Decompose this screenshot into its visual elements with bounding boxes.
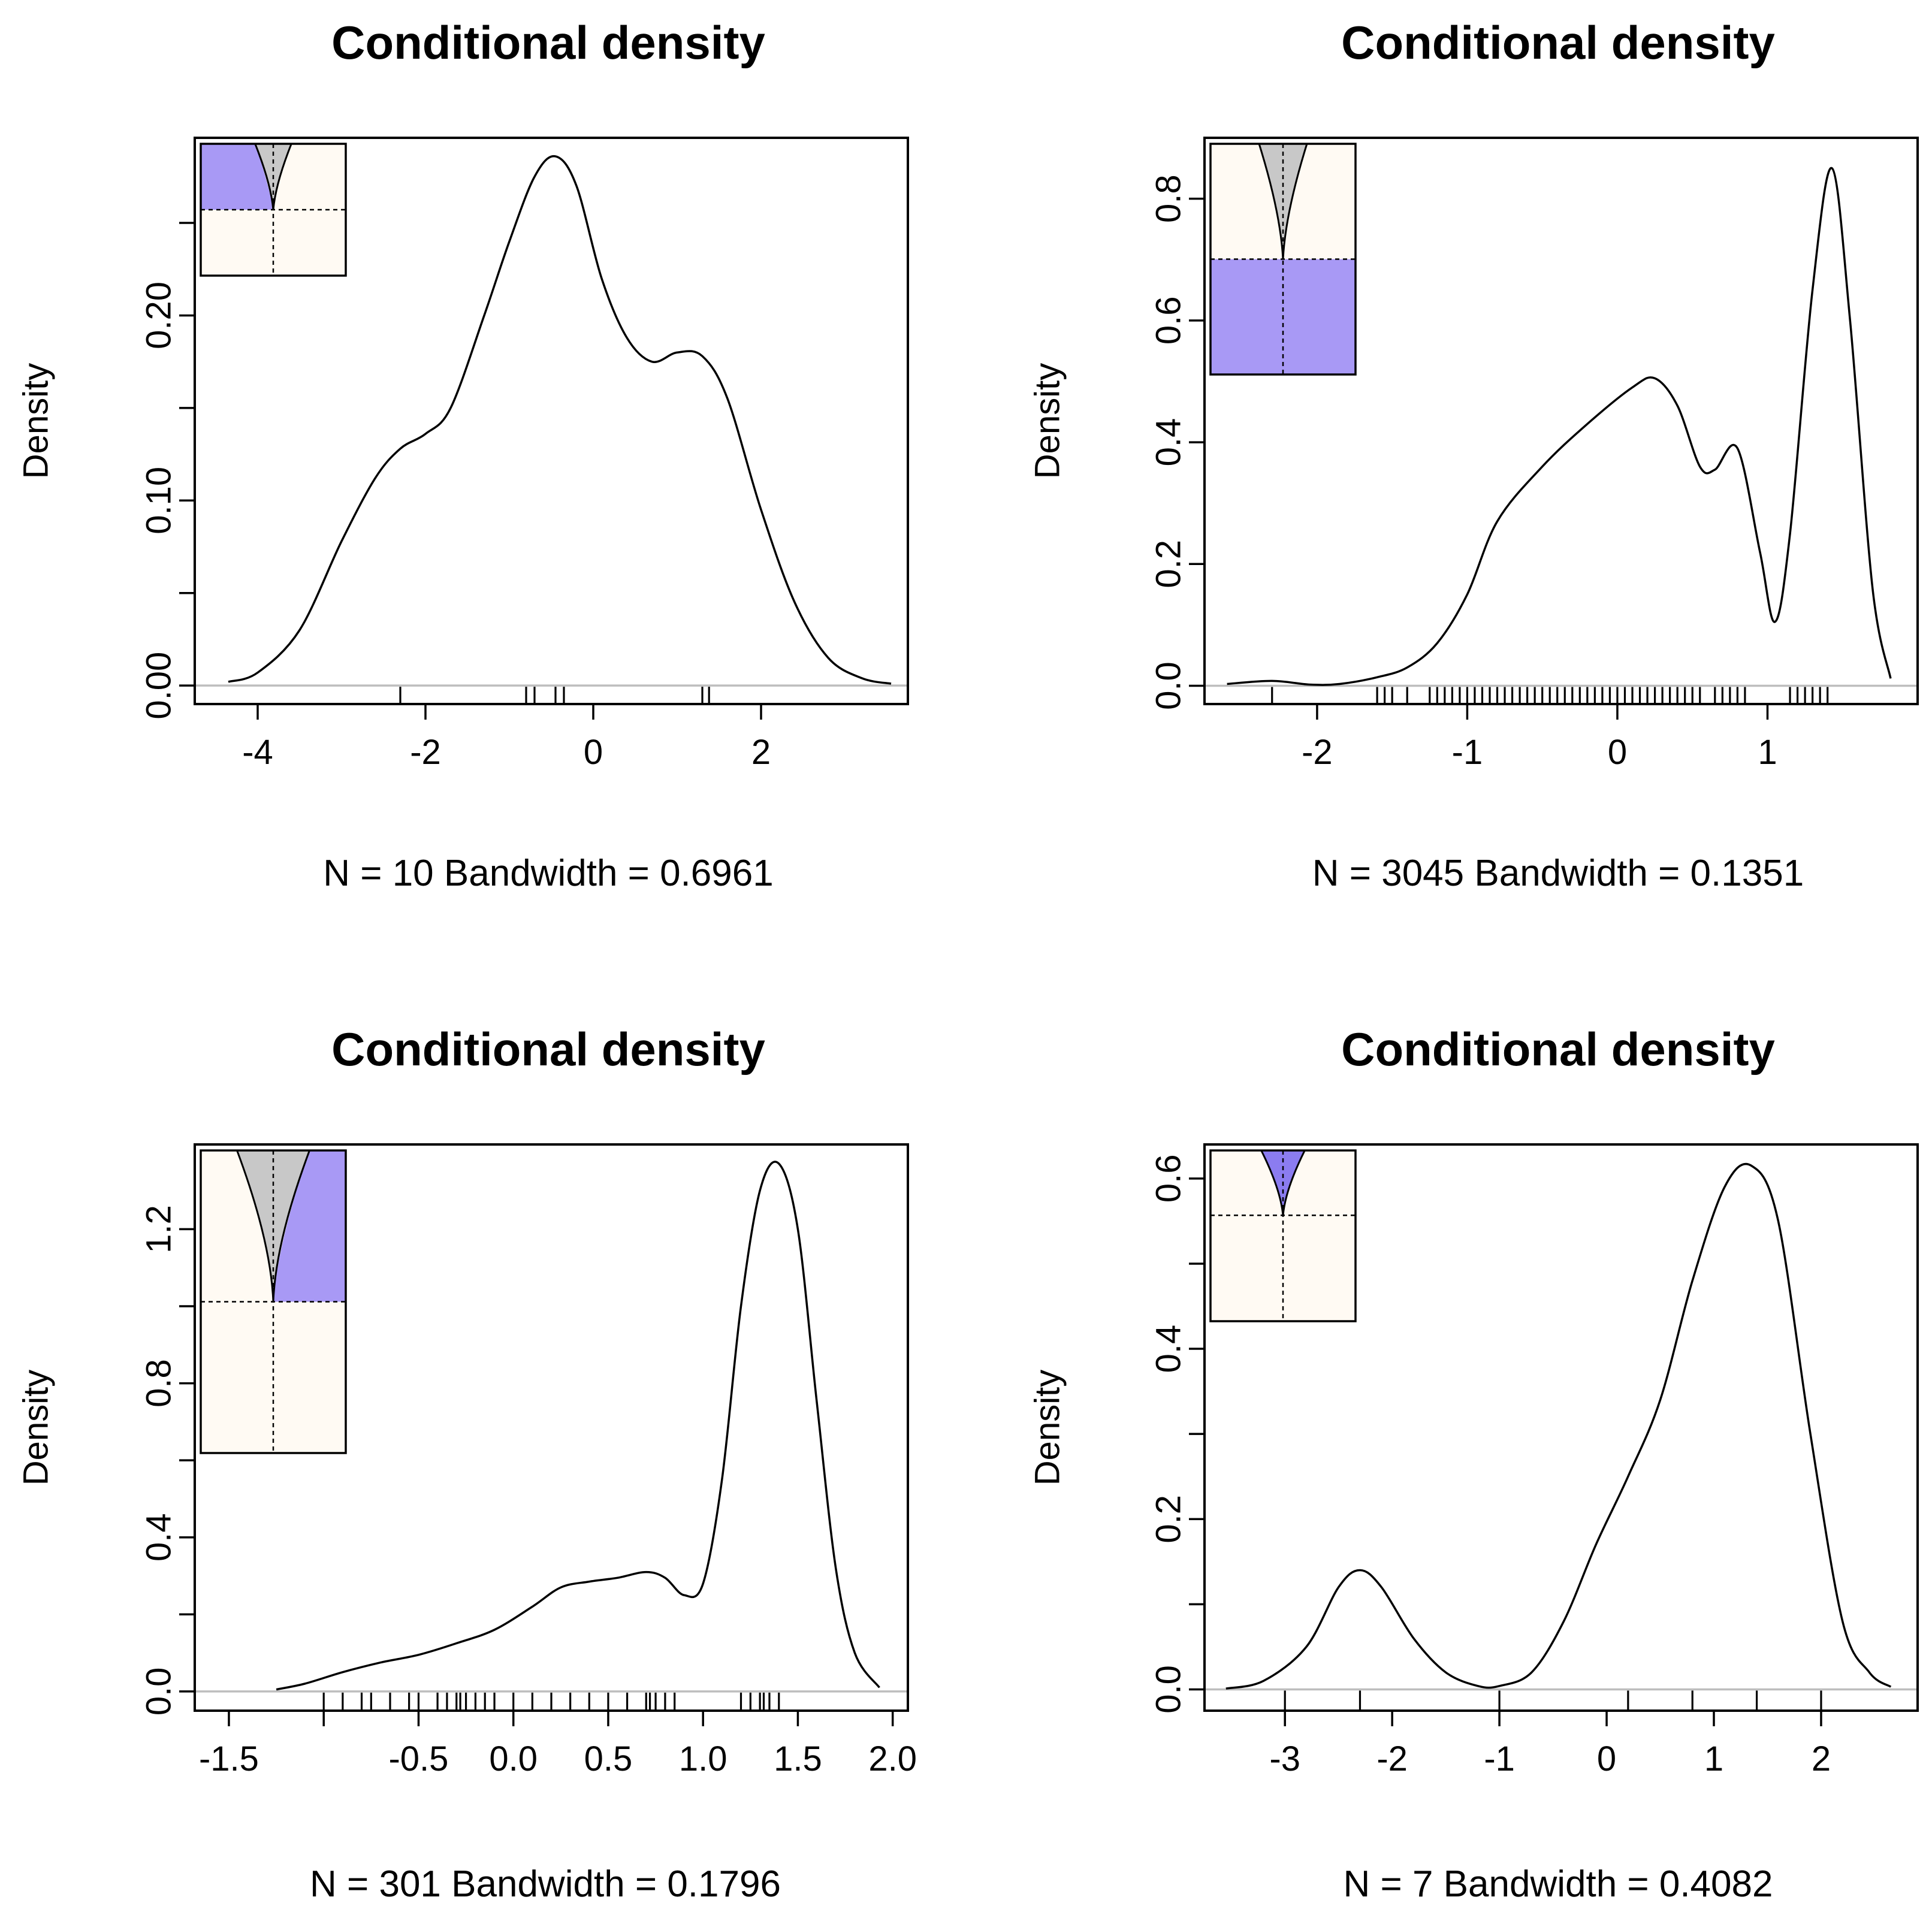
panel-2-y-tick-label: 0.6: [1149, 297, 1188, 345]
panel-4-ylabel: Density: [1028, 1370, 1067, 1485]
panel-1-x-tick-label: -2: [410, 733, 441, 772]
panel-4-x-tick-label: -1: [1484, 1739, 1515, 1778]
panel-3-inset-highlight: [273, 1150, 346, 1302]
panel-4-density-line: [1225, 1162, 1892, 1690]
panel-3-x-tick-label: 1.5: [774, 1739, 822, 1778]
panel-4-xlabel: N = 7 Bandwidth = 0.4082: [1344, 1863, 1773, 1905]
panel-1-density-line: [228, 155, 892, 685]
panel-4: Conditional density Density N = 7 Bandwi…: [1028, 1023, 1919, 1905]
panel-2-x-tick-label: -1: [1452, 733, 1483, 772]
panel-2-xlabel: N = 3045 Bandwidth = 0.1351: [1312, 853, 1804, 894]
panel-1-title: Conditional density: [331, 16, 765, 69]
panel-4-x-tick-label: -3: [1269, 1739, 1300, 1778]
panel-2-y-tick-label: 0.8: [1149, 174, 1188, 223]
panel-1-xlabel: N = 10 Bandwidth = 0.6961: [323, 853, 773, 894]
panel-4-x-tick-label: -2: [1376, 1739, 1408, 1778]
panel-2-y-tick-label: 0.0: [1149, 662, 1188, 710]
panel-3-y-tick-label: 0.8: [140, 1359, 179, 1407]
panel-4-y-tick-label: 0.0: [1149, 1665, 1188, 1714]
panel-1-inset: [200, 143, 347, 277]
panel-1-inset-frame: [200, 143, 347, 277]
panel-2-title: Conditional density: [1341, 16, 1775, 69]
panel-1: Conditional density Density N = 10 Bandw…: [17, 16, 909, 894]
panel-2-x-tick-label: 1: [1758, 733, 1777, 772]
panel-1-x-tick-label: 2: [751, 733, 771, 772]
panel-2-inset: [1209, 143, 1357, 376]
panel-2-y-tick-label: 0.4: [1149, 418, 1188, 467]
panel-1-y-tick-label: 0.20: [140, 282, 179, 349]
panel-1-x-tick-label: 0: [584, 733, 603, 772]
panel-4-x-tick-label: 0: [1597, 1739, 1616, 1778]
panel-4-y-tick-label: 0.4: [1149, 1325, 1188, 1373]
panel-3-x-tick-label: -1.5: [199, 1739, 259, 1778]
panel-3-x-tick-label: 1.0: [679, 1739, 727, 1778]
panel-4-y-tick-label: 0.6: [1149, 1155, 1188, 1203]
panel-3-density-line: [276, 1161, 880, 1691]
panel-2-density-line: [1227, 167, 1892, 686]
panel-3-x-tick-label: 2.0: [868, 1739, 917, 1778]
panel-4-y-tick-label: 0.2: [1149, 1495, 1188, 1544]
panel-2-y-tick-label: 0.2: [1149, 540, 1188, 588]
panel-4-x-tick-label: 2: [1812, 1739, 1831, 1778]
panel-3-inset-frame: [200, 1149, 347, 1454]
panel-3-y-tick-label: 0.4: [140, 1513, 179, 1561]
panel-2-ylabel: Density: [1028, 363, 1067, 479]
panel-3-xlabel: N = 301 Bandwidth = 0.1796: [310, 1863, 781, 1905]
panel-3-inset: [200, 1149, 347, 1454]
panel-3-y-tick-label: 0.0: [140, 1668, 179, 1716]
panel-1-inset-highlight: [201, 144, 273, 210]
panel-2-x-tick-label: 0: [1608, 733, 1627, 772]
panel-3-x-tick-label: -0.5: [388, 1739, 448, 1778]
panel-1-ylabel: Density: [17, 363, 56, 479]
panel-3-ylabel: Density: [17, 1370, 56, 1485]
panel-3-y-tick-label: 1.2: [140, 1205, 179, 1254]
panel-4-inset: [1209, 1149, 1357, 1322]
panel-1-y-tick-label: 0.00: [140, 652, 179, 720]
panel-1-x-tick-label: -4: [242, 733, 273, 772]
panel-2-x-tick-label: -2: [1302, 733, 1333, 772]
panel-3: Conditional density Density N = 301 Band…: [17, 1023, 917, 1905]
panel-4-title: Conditional density: [1341, 1023, 1775, 1076]
panel-2: Conditional density Density N = 3045 Ban…: [1028, 16, 1919, 894]
panel-3-x-tick-label: 0.5: [584, 1739, 633, 1778]
panel-1-y-tick-label: 0.10: [140, 467, 179, 534]
panel-2-inset-frame: [1209, 143, 1357, 376]
panel-3-x-tick-label: 0.0: [489, 1739, 538, 1778]
panel-3-title: Conditional density: [331, 1023, 765, 1076]
panel-4-x-tick-label: 1: [1704, 1739, 1723, 1778]
panel-4-inset-frame: [1209, 1149, 1357, 1322]
